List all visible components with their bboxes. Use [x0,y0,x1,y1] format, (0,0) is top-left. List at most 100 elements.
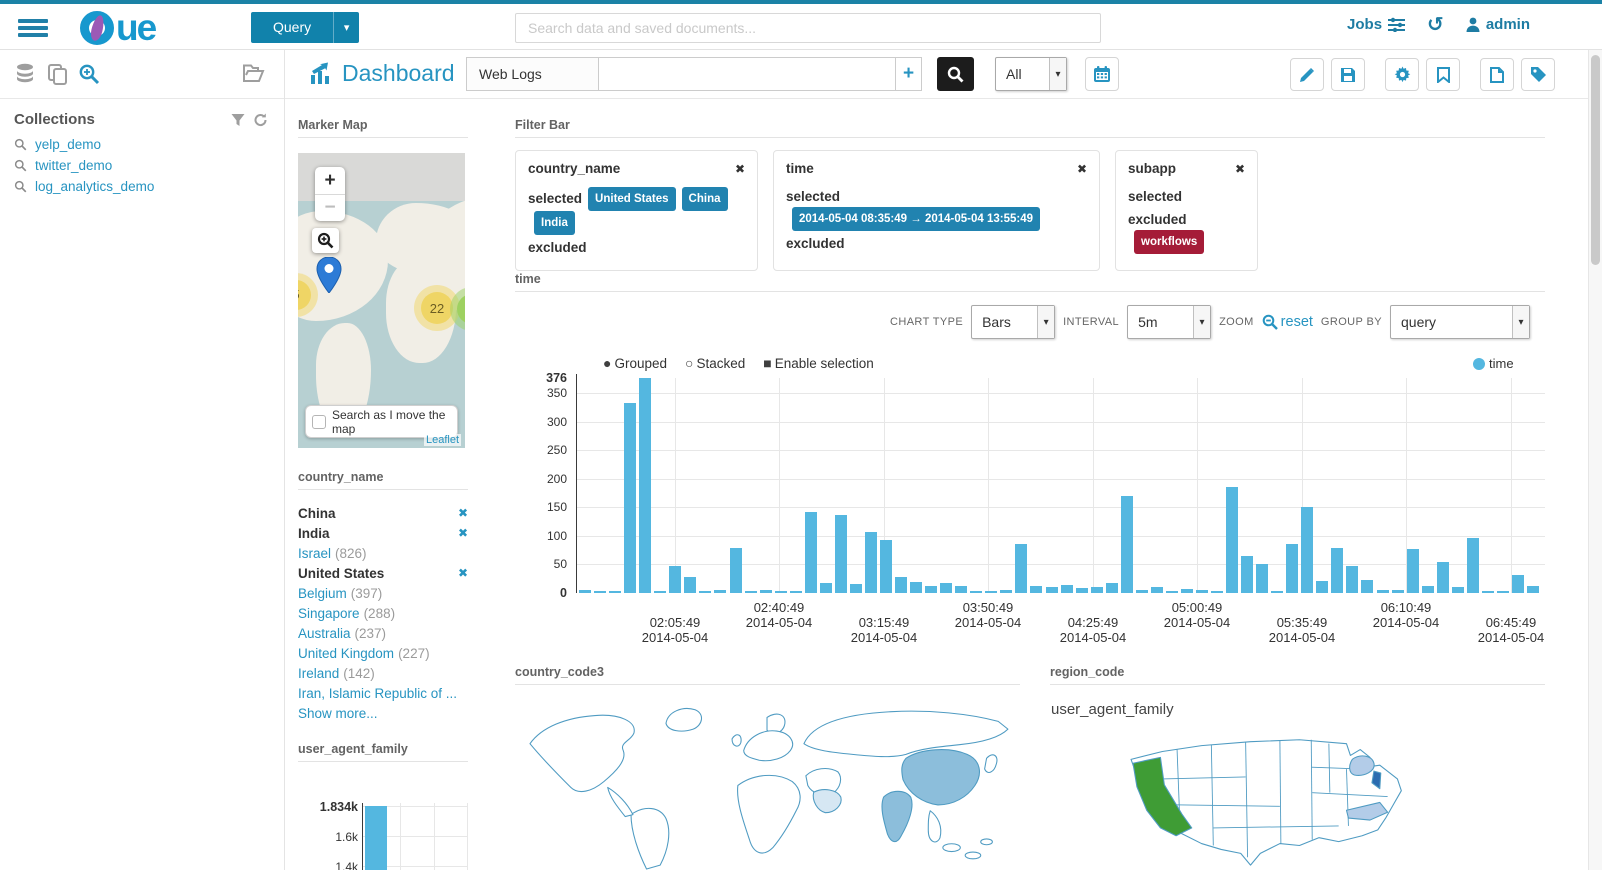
hamburger-menu-icon[interactable] [18,16,48,40]
time-bar[interactable] [1195,590,1208,593]
map-magnifier-button[interactable] [312,228,339,253]
time-bar[interactable] [1060,585,1073,593]
collection-item[interactable]: yelp_demo [0,134,284,155]
time-histogram-chart[interactable]: 0 50 100 150 200 250 300 350 376 02:05:49 2014-05-… [515,355,1555,650]
facet-value-link[interactable]: Australia [298,625,351,641]
time-bar[interactable] [1075,587,1088,593]
time-bar[interactable] [1466,537,1479,593]
facet-value-link[interactable]: Iran, Islamic Republic of ... [298,685,458,701]
remove-filter-icon[interactable]: ✖ [457,506,468,520]
time-bar[interactable] [1527,585,1539,593]
map-cluster[interactable]: 5 [298,273,318,317]
history-icon[interactable]: ↺ [1427,13,1444,36]
time-bar[interactable] [1421,586,1434,593]
map-southeast-asia[interactable] [927,810,942,843]
time-bar[interactable] [1135,590,1148,593]
enable-selection-checkbox[interactable]: ■ Enable selection [763,355,874,371]
time-bar[interactable] [699,591,712,593]
time-bar[interactable] [1331,548,1344,593]
time-bar[interactable] [714,589,727,593]
time-bar[interactable] [1451,587,1464,593]
map-india[interactable] [881,790,913,843]
time-bar[interactable] [1481,591,1494,593]
time-bar[interactable] [849,584,862,593]
time-bar[interactable] [1015,544,1028,593]
time-bar[interactable] [804,512,817,593]
region-code-us-map[interactable] [1095,728,1455,870]
chart-type-select[interactable]: Bars ▾ [971,305,1056,339]
time-bar[interactable] [970,591,983,593]
hue-logo[interactable]: ue [80,9,157,47]
time-bar[interactable] [789,591,802,593]
time-bar[interactable] [910,581,922,593]
time-bar[interactable] [1030,585,1043,593]
save-button[interactable] [1331,58,1365,91]
close-icon[interactable]: ✖ [1234,161,1245,176]
scope-select[interactable]: All ▾ [995,57,1067,91]
collection-item[interactable]: twitter_demo [0,155,284,176]
dashboard-name-input[interactable] [466,57,598,91]
map-north-america[interactable] [529,714,635,793]
time-bar[interactable] [864,531,877,593]
time-bar[interactable] [1150,587,1163,593]
time-bar[interactable] [1090,586,1103,593]
user-agent-bar[interactable] [365,806,387,870]
collection-item[interactable]: log_analytics_demo [0,176,284,197]
map-russia-asia[interactable] [803,710,1009,758]
time-bar[interactable] [1000,589,1013,593]
time-bar[interactable] [1496,591,1509,593]
time-bar[interactable] [879,539,892,593]
facet-value-link[interactable]: Singapore [298,605,360,621]
global-search-input[interactable] [515,13,1101,43]
databases-icon[interactable] [14,62,36,86]
map-united-kingdom[interactable] [731,734,742,747]
facet-value-link[interactable]: Ireland [298,665,340,681]
facet-value-link[interactable]: United Kingdom [298,645,395,661]
remove-filter-icon[interactable]: ✖ [457,566,468,580]
close-icon[interactable]: ✖ [734,161,745,176]
map-new-jersey[interactable] [1371,770,1382,790]
time-series-legend[interactable]: time [1473,356,1514,371]
map-central-america[interactable] [607,786,634,818]
time-bar[interactable] [729,548,742,593]
marker-map[interactable]: 5 22 2 + − Search as I move the map Leaf… [298,153,465,448]
facet-value-link[interactable]: Israel [298,545,332,561]
map-island[interactable] [964,851,982,860]
edit-button[interactable] [1290,58,1324,91]
time-bar[interactable] [669,565,682,593]
time-bar[interactable] [1165,591,1178,593]
zoom-in-button[interactable]: + [324,169,336,191]
map-island[interactable] [980,838,993,846]
remove-filter-icon[interactable]: ✖ [457,526,468,540]
time-bar[interactable] [1511,575,1524,593]
map-us-outline[interactable] [1130,739,1402,866]
time-bar[interactable] [624,402,637,593]
map-south-america[interactable] [630,807,670,870]
time-bar[interactable] [834,515,847,593]
zoom-out-button[interactable]: − [315,194,345,221]
leaflet-attribution-link[interactable]: Leaflet [423,434,461,446]
dashboard-search-button[interactable] [937,57,974,91]
time-bar[interactable] [1391,590,1404,593]
map-greenland[interactable] [665,708,702,732]
calendar-button[interactable] [1085,57,1119,91]
map-cluster[interactable]: 2 [450,287,465,331]
facet-value-link[interactable]: Belgium [298,585,347,601]
time-bar[interactable] [684,577,697,593]
zoom-in-icon[interactable] [78,62,100,86]
query-dropdown-caret-icon[interactable]: ▾ [333,12,360,43]
documents-icon[interactable] [46,62,68,86]
time-bar[interactable] [1316,581,1329,593]
time-bar[interactable] [609,591,622,593]
excluded-value-badge[interactable]: workflows [1134,230,1205,254]
time-bar[interactable] [895,577,907,593]
query-button[interactable]: Query ▾ [251,12,360,43]
time-bar[interactable] [1256,563,1269,593]
time-bar[interactable] [940,583,953,593]
bookmark-button[interactable] [1426,58,1460,91]
user-menu[interactable]: admin [1466,16,1530,33]
refresh-icon[interactable] [253,113,268,127]
time-bar[interactable] [639,378,652,593]
map-island[interactable] [942,843,961,853]
dashboard-query-input[interactable] [598,57,896,91]
